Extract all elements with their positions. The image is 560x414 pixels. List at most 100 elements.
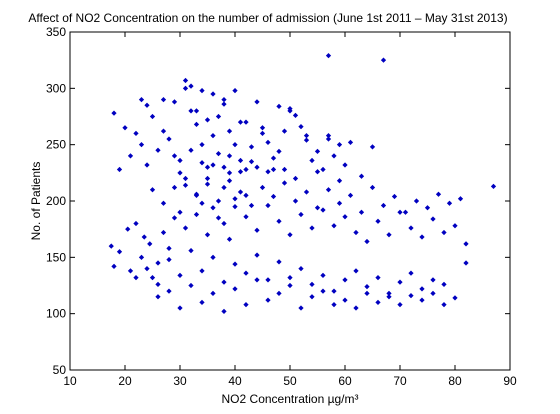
data-points [108, 53, 497, 315]
data-point [122, 125, 128, 131]
data-point [347, 192, 354, 198]
data-point [430, 277, 436, 283]
data-point [446, 200, 453, 206]
data-point [287, 282, 293, 289]
data-point [331, 288, 337, 294]
data-point [325, 187, 332, 193]
data-point [243, 192, 249, 198]
data-point [281, 180, 288, 186]
data-point [149, 187, 156, 193]
data-point [265, 202, 271, 209]
x-tick-label: 40 [228, 374, 242, 388]
y-tick-label: 150 [46, 250, 66, 264]
data-point [226, 128, 233, 134]
data-point [265, 169, 271, 175]
data-point [111, 110, 117, 116]
data-point [171, 184, 178, 191]
data-point [413, 198, 420, 204]
data-point [199, 268, 205, 274]
data-point [210, 91, 216, 97]
data-point [254, 252, 260, 258]
data-point [452, 295, 458, 301]
data-point [369, 144, 376, 150]
data-point [358, 209, 365, 215]
data-point [441, 229, 447, 236]
data-point [133, 274, 139, 281]
data-point [182, 77, 189, 84]
data-point [221, 184, 227, 191]
data-point [147, 241, 153, 247]
data-point [402, 209, 409, 215]
data-point [375, 218, 381, 224]
x-tick-label: 10 [63, 374, 77, 388]
data-point [386, 294, 392, 300]
data-point [331, 302, 337, 308]
data-point [108, 243, 114, 249]
data-point [237, 119, 244, 125]
x-axis: 10 20 30 40 50 60 70 80 90 [63, 32, 517, 388]
data-point [320, 207, 326, 213]
data-point [309, 225, 315, 231]
data-point [127, 153, 134, 159]
y-tick-label: 50 [53, 363, 67, 377]
data-point [314, 205, 321, 211]
data-point [314, 169, 321, 175]
data-point [287, 232, 293, 238]
data-point [144, 162, 150, 168]
data-point [138, 254, 145, 260]
x-tick-label: 70 [393, 374, 407, 388]
data-point [309, 281, 315, 287]
data-point [226, 178, 233, 184]
data-point [166, 256, 172, 263]
data-point [215, 151, 222, 157]
data-point [215, 215, 222, 221]
data-point [188, 108, 194, 114]
data-point [309, 294, 315, 300]
data-point [303, 133, 310, 139]
data-point [226, 170, 233, 176]
data-point [292, 198, 299, 204]
data-point [265, 139, 271, 146]
x-tick-label: 50 [283, 374, 297, 388]
data-point [177, 157, 183, 164]
data-point [204, 117, 211, 123]
x-tick-label: 20 [118, 374, 132, 388]
data-point [248, 202, 255, 209]
data-point [408, 225, 414, 231]
data-point [210, 290, 216, 297]
data-point [391, 193, 398, 200]
data-point [155, 294, 161, 300]
data-point [133, 220, 139, 227]
data-point [226, 153, 233, 159]
data-point [171, 99, 178, 105]
data-point [166, 288, 172, 294]
x-tick-label: 60 [338, 374, 352, 388]
data-point [232, 204, 238, 210]
data-point [232, 286, 238, 292]
data-point [182, 85, 189, 91]
data-point [397, 302, 403, 308]
data-point [177, 305, 183, 311]
data-point [141, 234, 147, 240]
y-tick-label: 350 [46, 25, 66, 39]
data-point [441, 302, 447, 308]
data-point [149, 113, 156, 120]
data-point [166, 136, 172, 142]
data-point [237, 189, 244, 195]
data-point [375, 274, 381, 281]
data-point [182, 225, 189, 231]
data-point [221, 101, 227, 107]
data-point [254, 164, 260, 170]
data-point [243, 214, 249, 220]
data-point [248, 144, 255, 150]
data-point [149, 274, 156, 281]
data-point [155, 260, 161, 266]
data-point [270, 166, 277, 173]
data-point [254, 277, 260, 283]
data-point [281, 166, 288, 173]
data-point [243, 302, 249, 308]
data-point [116, 249, 123, 255]
data-point [276, 103, 282, 109]
data-point [177, 272, 183, 278]
data-point [210, 162, 216, 168]
